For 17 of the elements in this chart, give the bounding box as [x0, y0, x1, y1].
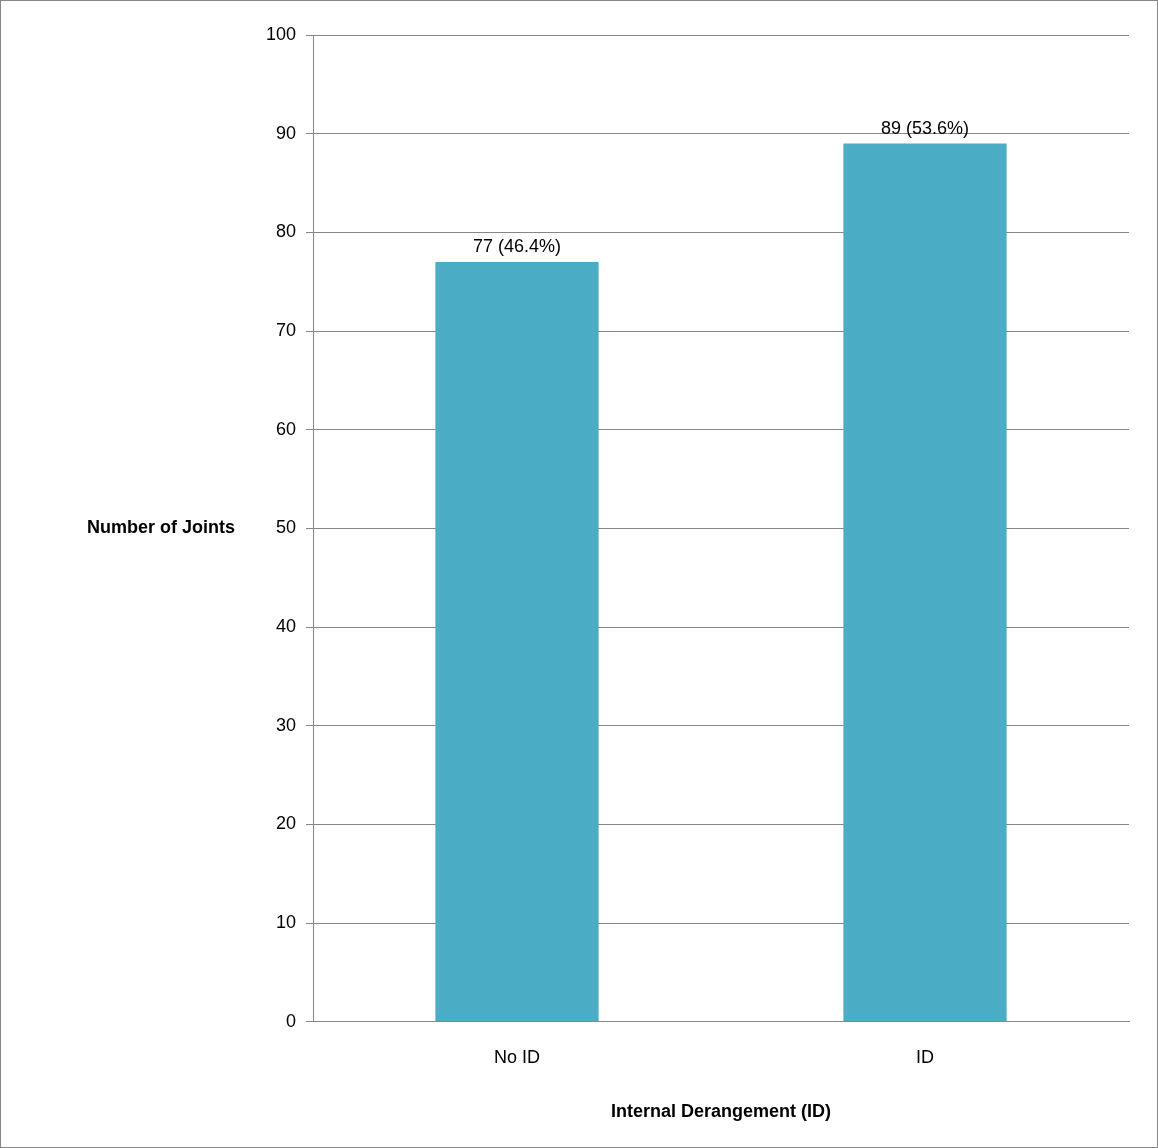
x-tick-label: ID — [916, 1046, 934, 1067]
y-axis-title: Number of Joints — [86, 517, 235, 538]
y-tick-label: 70 — [275, 320, 296, 341]
y-tick-label: 100 — [265, 23, 296, 44]
y-tick-label: 60 — [275, 418, 296, 439]
data-label: 89 (53.6%) — [880, 117, 970, 138]
x-tick-label: No ID — [493, 1046, 541, 1067]
y-tick-label: 40 — [275, 616, 296, 637]
y-tick-label: 50 — [275, 517, 296, 538]
y-tick-label: 10 — [275, 912, 296, 933]
x-axis-title: Internal Derangement (ID) — [610, 1101, 832, 1122]
y-tick-label: 90 — [275, 122, 296, 143]
y-tick-label: 20 — [275, 813, 296, 834]
data-label: 77 (46.4%) — [472, 235, 562, 256]
y-tick-label: 80 — [275, 221, 296, 242]
y-tick-label: 30 — [275, 714, 296, 735]
y-tick-label: 0 — [285, 1010, 296, 1031]
